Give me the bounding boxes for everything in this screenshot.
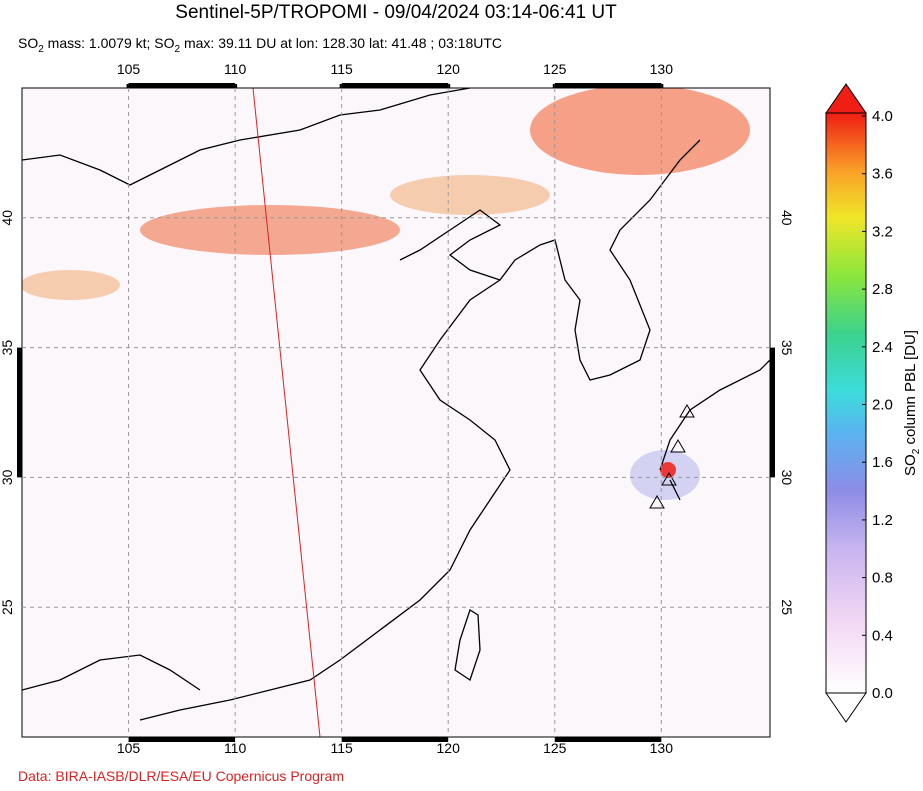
colorbar-tick-label: 2.0 <box>872 397 893 414</box>
colorbar-tick-label: 1.6 <box>872 454 893 471</box>
colorbar-tick-label: 2.4 <box>872 339 893 356</box>
lon-tick-label: 125 <box>543 740 567 756</box>
island <box>454 609 481 682</box>
lat-tick-label: 30 <box>0 469 15 485</box>
colorbar-tick-label: 0.8 <box>872 570 893 587</box>
so2-field <box>22 270 120 300</box>
so2-field <box>530 88 750 175</box>
colorbar-arrow-bottom <box>825 692 867 723</box>
lon-tick-label: 110 <box>224 61 247 77</box>
frame-bar <box>554 737 662 742</box>
colorbar-tick-label: 2.8 <box>872 281 893 298</box>
subtitle: SO2 mass: 1.0079 kt; SO2 max: 39.11 DU a… <box>18 35 502 55</box>
frame-bar <box>17 347 22 478</box>
subtitle-part: SO <box>18 35 38 51</box>
volcano-markers <box>649 404 695 509</box>
colorbar-label: SO2 column PBL [DU] <box>902 330 922 476</box>
subtitle-part: max: 39.11 DU at lon: 128.30 lat: 41.48 … <box>180 35 502 51</box>
colorbar-tick-label: 3.6 <box>872 166 893 183</box>
so2-field <box>390 175 550 215</box>
colorbar-label-part: SO <box>902 454 919 476</box>
tick-bar <box>448 84 451 88</box>
frame-bar <box>554 83 662 88</box>
tick-bar <box>339 84 342 88</box>
lon-tick-label: 105 <box>117 61 141 77</box>
colorbar-tick-label: 0.4 <box>872 627 893 644</box>
border <box>22 654 201 691</box>
colorbar-label-part: column PBL [DU] <box>902 330 919 449</box>
subtitle-sub: 2 <box>38 44 44 55</box>
colorbar-tick-label: 0.0 <box>872 685 893 702</box>
frame-bar <box>128 83 236 88</box>
subtitle-part: mass: 1.0079 kt; SO <box>44 35 175 51</box>
colorbar-tick-label: 3.2 <box>872 223 893 240</box>
frame-bar <box>770 347 775 478</box>
colorbar-arrow-top <box>825 83 867 114</box>
lon-tick-label: 130 <box>650 61 674 77</box>
lon-tick-label: 120 <box>437 61 461 77</box>
lon-tick-label: 115 <box>330 740 353 756</box>
lon-tick-label: 120 <box>437 740 461 756</box>
subtitle-sub: 2 <box>175 44 181 55</box>
colorbar-label-sub: 2 <box>911 448 922 454</box>
title: Sentinel-5P/TROPOMI - 09/04/2024 03:14-0… <box>175 2 617 23</box>
border <box>22 88 471 186</box>
lon-tick-label: 130 <box>650 740 674 756</box>
so2-field <box>140 205 400 255</box>
orbit-edge <box>252 88 321 737</box>
colorbar-tick-label: 4.0 <box>872 108 893 125</box>
lat-tick-label: 25 <box>779 599 795 615</box>
coastline <box>139 279 511 721</box>
lon-tick-label: 115 <box>330 61 353 77</box>
lon-tick-label: 110 <box>224 740 247 756</box>
so2-hotspot <box>660 462 676 478</box>
coastline <box>399 139 701 381</box>
tick-bar <box>661 84 664 88</box>
lat-tick-label: 35 <box>779 340 795 356</box>
frame-bar <box>341 83 449 88</box>
lat-tick-label: 35 <box>0 340 15 356</box>
lat-tick-label: 25 <box>0 599 15 615</box>
lat-tick-label: 30 <box>779 470 795 486</box>
lon-tick-label: 125 <box>543 61 567 77</box>
colorbar-tick-label: 1.2 <box>872 512 893 529</box>
lat-tick-label: 40 <box>0 210 15 226</box>
lon-tick-label: 105 <box>117 740 141 756</box>
tick-bar <box>126 84 129 88</box>
credit: Data: BIRA-IASB/DLR/ESA/EU Copernicus Pr… <box>18 768 344 784</box>
coastline <box>659 359 770 501</box>
frame-bar <box>128 737 236 742</box>
tick-bar <box>235 84 238 88</box>
colorbar <box>825 112 867 694</box>
frame-bar <box>341 737 449 742</box>
map-background <box>22 88 770 737</box>
map-area <box>22 88 770 737</box>
lat-tick-label: 40 <box>779 210 795 226</box>
tick-bar <box>552 84 555 88</box>
